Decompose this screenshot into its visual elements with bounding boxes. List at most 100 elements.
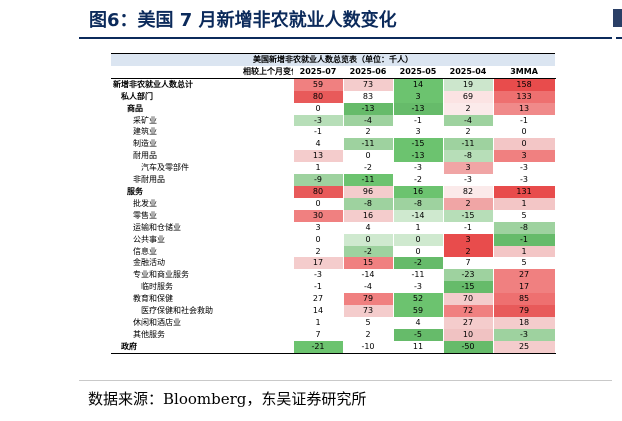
value-cell: 18 xyxy=(492,316,556,329)
value-cell: 3 xyxy=(442,162,493,175)
value-cell: -8 xyxy=(342,197,393,210)
value-cell: 0 xyxy=(342,150,393,163)
row-spacer xyxy=(243,138,293,150)
row-label: 金融活动 xyxy=(133,258,165,268)
value-cell: -9 xyxy=(292,174,343,186)
value-cell: 14 xyxy=(292,305,343,317)
value-cell: -8 xyxy=(492,221,556,234)
row-label: 专业和商业服务 xyxy=(133,270,189,280)
value-cell: -23 xyxy=(442,269,493,282)
header-2025-04: 2025-04 xyxy=(443,65,493,79)
row-spacer xyxy=(243,305,293,317)
row-spacer xyxy=(243,174,293,186)
row-spacer xyxy=(243,246,293,258)
table-row: 采矿业-3-4-1-4-1-3 xyxy=(111,114,556,127)
value-cell: -11 xyxy=(342,174,393,186)
value-cell: 17 xyxy=(292,257,343,270)
value-cell: -3 xyxy=(442,174,493,186)
value-cell: 3 xyxy=(442,233,493,246)
value-cell: 13 xyxy=(492,102,556,115)
value-cell: 17 xyxy=(492,281,556,294)
row-label: 服务 xyxy=(127,185,143,196)
value-cell: 2 xyxy=(442,102,493,115)
value-cell: 5 xyxy=(492,209,556,222)
value-cell: -8 xyxy=(392,197,443,210)
value-cell: 0 xyxy=(392,245,443,258)
value-cell: 0 xyxy=(292,233,343,246)
value-cell: 80 xyxy=(292,90,343,103)
value-cell: 96 xyxy=(342,185,393,198)
value-cell: -3 xyxy=(392,281,443,294)
value-cell: -3 xyxy=(392,162,443,175)
title-rule xyxy=(79,37,612,39)
value-cell: 73 xyxy=(342,305,393,317)
value-cell: -15 xyxy=(442,209,493,222)
row-spacer xyxy=(243,257,293,269)
value-cell: 70 xyxy=(442,293,493,306)
value-cell: -3 xyxy=(492,174,556,186)
header-label-spacer xyxy=(111,65,243,79)
value-cell: 80 xyxy=(292,185,343,198)
value-cell: 5 xyxy=(342,316,393,329)
value-cell: 15 xyxy=(342,257,393,270)
row-label: 公共事业 xyxy=(133,234,165,244)
value-cell: -4 xyxy=(342,281,393,294)
row-label: 信息业 xyxy=(133,246,157,256)
row-label: 政府 xyxy=(111,340,243,354)
header-3mma: 3MMA xyxy=(493,65,556,79)
row-spacer xyxy=(243,269,293,281)
table-row: 休闲和酒店业154271812 xyxy=(111,316,556,329)
row-spacer xyxy=(243,293,293,305)
table-body: 新增非农就业人数总计5973141915835私人部门808336913352商… xyxy=(111,78,556,354)
value-cell: 0 xyxy=(292,197,343,210)
table-row: 新增非农就业人数总计5973141915835 xyxy=(111,78,556,91)
value-cell: -3 xyxy=(292,269,343,282)
value-cell: 14 xyxy=(392,78,443,91)
value-cell: 2 xyxy=(342,328,393,341)
nonfarm-table-frame: 美国新增非农就业人数总览表（单位：千人） 相较上个月变化 2025-07 202… xyxy=(111,52,556,354)
data-source: 数据来源：Bloomberg，东吴证券研究所 xyxy=(88,390,367,408)
row-spacer xyxy=(243,340,293,354)
value-cell: 5 xyxy=(492,257,556,270)
value-cell: 79 xyxy=(342,293,393,306)
value-cell: 83 xyxy=(342,90,393,103)
value-cell: -1 xyxy=(442,221,493,234)
value-cell: -3 xyxy=(492,162,556,175)
value-cell: -1 xyxy=(392,114,443,127)
value-cell: -5 xyxy=(392,328,443,341)
value-cell: 27 xyxy=(492,269,556,282)
row-label: 采矿业 xyxy=(133,115,157,125)
value-cell: 11 xyxy=(392,340,443,354)
value-cell: 131 xyxy=(492,185,556,198)
value-cell: -2 xyxy=(392,174,443,186)
header-2025-05: 2025-05 xyxy=(393,65,443,79)
value-cell: -1 xyxy=(292,281,343,294)
row-label: 教育和保健 xyxy=(133,294,173,304)
value-cell: 52 xyxy=(392,293,443,306)
value-cell: 2 xyxy=(292,245,343,258)
value-cell: 69 xyxy=(442,90,493,103)
row-spacer xyxy=(243,162,293,174)
value-cell: 16 xyxy=(342,209,393,222)
value-cell: -2 xyxy=(342,162,393,175)
value-cell: 19 xyxy=(442,78,493,91)
value-cell: 82 xyxy=(442,185,493,198)
value-cell: -4 xyxy=(342,114,393,127)
row-label: 商品 xyxy=(127,102,143,113)
value-cell: 72 xyxy=(442,305,493,317)
row-spacer xyxy=(243,115,293,127)
table-row: 教育和保健277952708567 xyxy=(111,293,556,306)
header-mom-change: 相较上个月变化 xyxy=(243,65,293,79)
value-cell: -14 xyxy=(392,209,443,222)
row-label: 临时服务 xyxy=(141,282,173,292)
row-label: 休闲和酒店业 xyxy=(133,317,181,327)
row-spacer xyxy=(243,198,293,210)
value-cell: 3 xyxy=(292,221,343,234)
